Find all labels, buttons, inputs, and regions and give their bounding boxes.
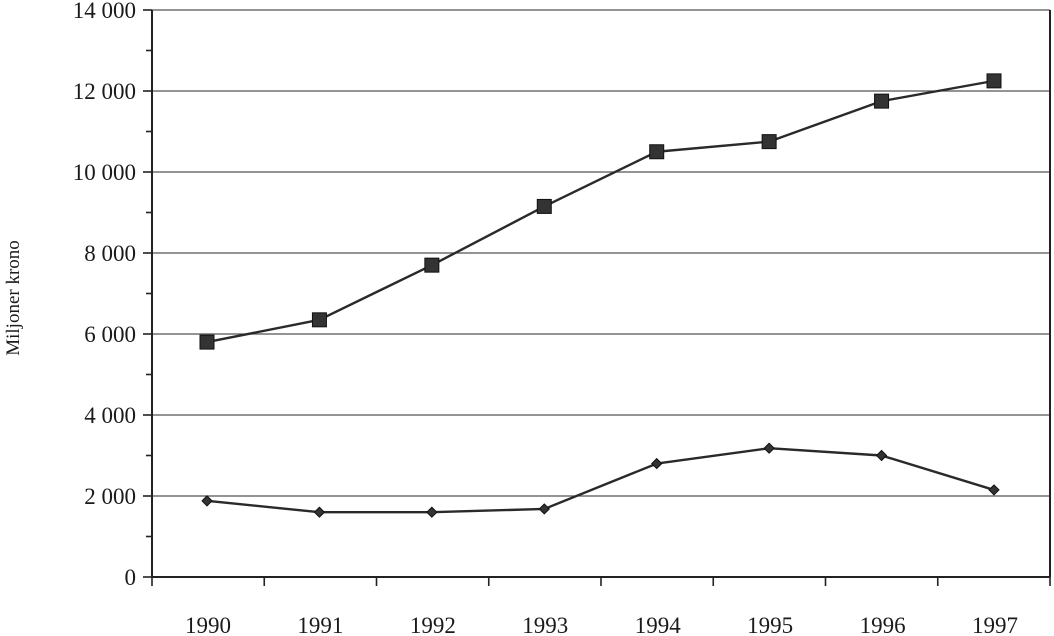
y-tick-label: 12 000	[73, 79, 136, 104]
x-tick-label: 1992	[410, 613, 456, 636]
tick-marks	[143, 9, 1051, 586]
y-tick-label: 2 000	[84, 484, 136, 509]
series-2-point	[875, 449, 888, 462]
series-1-line	[206, 79, 995, 344]
series-group	[199, 73, 1002, 518]
y-tick-label: 10 000	[73, 160, 136, 185]
x-tick-labels: 1990 1991 1992 1993 1994 1995 1996 1997	[185, 613, 1018, 636]
series-2-point	[763, 442, 775, 454]
series-2-point	[988, 484, 1000, 496]
y-tick-label: 14 000	[73, 0, 136, 23]
x-tick-label: 1993	[522, 613, 568, 636]
series-1-point	[986, 73, 1002, 89]
x-tick-label: 1994	[635, 613, 682, 636]
y-axis-title: Miljoner krono	[3, 240, 24, 356]
series-1-point	[536, 198, 552, 214]
y-tick-label: 8 000	[84, 241, 136, 266]
series-1-point	[874, 93, 890, 109]
series-1-point	[311, 312, 327, 328]
series-2-point	[426, 506, 438, 518]
series-1-point	[761, 134, 777, 150]
x-tick-label: 1995	[747, 613, 793, 636]
series-1-point	[649, 144, 665, 160]
x-tick-label: 1997	[972, 613, 1018, 636]
x-tick-label: 1990	[185, 613, 231, 636]
series-2-point	[651, 457, 663, 470]
y-tick-label: 4 000	[84, 403, 136, 428]
x-tick-label: 1996	[860, 613, 906, 636]
x-tick-label: 1991	[297, 613, 343, 636]
series-2-point	[201, 495, 213, 507]
series-1-point	[424, 257, 440, 273]
gridlines	[152, 9, 1050, 497]
series-2-line	[206, 447, 995, 514]
y-tick-labels: 0 2 000 4 000 6 000 8 000 10 000 12 000 14 000	[73, 0, 136, 590]
series-2-point	[313, 506, 326, 518]
series-1-point	[199, 334, 215, 350]
y-tick-label: 6 000	[84, 322, 136, 347]
series-2-point	[538, 503, 550, 515]
y-tick-label: 0	[125, 565, 137, 590]
